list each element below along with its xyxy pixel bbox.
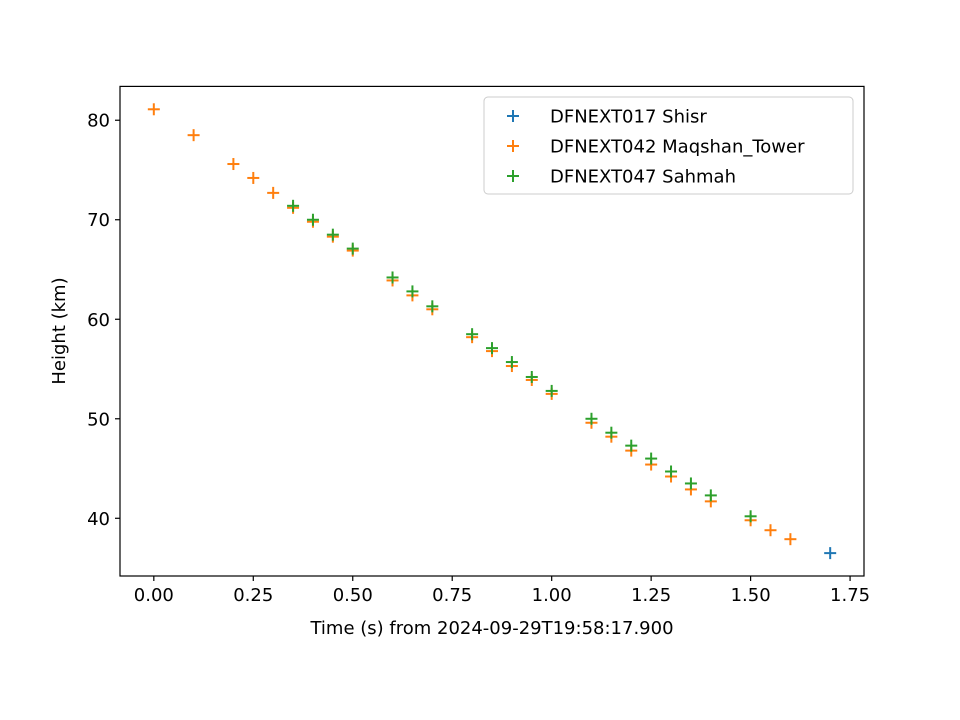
legend-marker [507,170,519,182]
data-point [227,158,240,171]
data-point [306,213,319,226]
legend-label: DFNEXT042 Maqshan_Tower [550,137,805,158]
data-point [744,510,757,523]
data-point [605,426,618,439]
x-tick-label: 0.25 [233,585,273,606]
legend-label: DFNEXT047 Sahmah [550,167,736,188]
legend: DFNEXT017 Shisr DFNEXT042 Maqshan_Tower DF… [483,96,854,195]
data-point [386,271,399,284]
data-point [545,384,558,397]
data-point [486,342,498,355]
data-point [147,103,160,116]
data-point [287,199,300,212]
data-point [784,533,797,546]
legend-marker [507,140,519,152]
legend-marker [507,110,519,122]
y-axis-ticks: 40 50 60 70 80 [87,111,120,530]
y-tick-label: 80 [87,111,110,132]
data-point [824,547,837,560]
x-axis-label: Time (s) from 2024-09-29T19:58:17.900 [309,618,673,639]
data-point [466,328,479,341]
y-tick-label: 60 [87,310,110,331]
y-tick-label: 70 [87,210,110,231]
legend-box [483,96,854,195]
data-point [525,370,538,383]
series-1 [824,547,837,560]
data-points [147,103,837,560]
data-point [665,465,678,478]
legend-entry: DFNEXT042 Maqshan_Tower [507,137,805,158]
x-tick-label: 0.00 [134,585,174,606]
data-point [247,171,260,184]
x-tick-label: 1.25 [631,585,671,606]
data-point [645,452,658,465]
y-axis-label: Height (km) [49,277,70,384]
plot-frame [119,85,865,577]
data-point [764,524,777,537]
x-tick-label: 0.75 [432,585,472,606]
y-tick-label: 40 [87,509,110,530]
x-tick-label: 1.75 [830,585,870,606]
data-point [684,477,697,490]
data-point [505,356,518,369]
data-point [625,439,638,452]
data-point [426,300,439,313]
x-tick-label: 1.00 [532,585,572,606]
data-point [187,129,200,142]
series-3 [287,199,757,523]
legend-entry: DFNEXT047 Sahmah [507,167,736,188]
data-point [704,489,717,502]
data-point [585,412,598,425]
x-tick-label: 1.50 [731,585,771,606]
data-point [406,285,419,298]
data-point [326,228,339,241]
legend-label: DFNEXT017 Shisr [550,107,707,128]
x-tick-label: 0.50 [333,585,373,606]
x-axis-ticks: 0.00 0.25 0.50 0.75 1.00 1.25 1.50 1.75 [134,576,870,606]
data-point [346,242,359,255]
legend-entry: DFNEXT017 Shisr [507,107,707,128]
y-tick-label: 50 [87,409,110,430]
data-point [267,186,280,199]
